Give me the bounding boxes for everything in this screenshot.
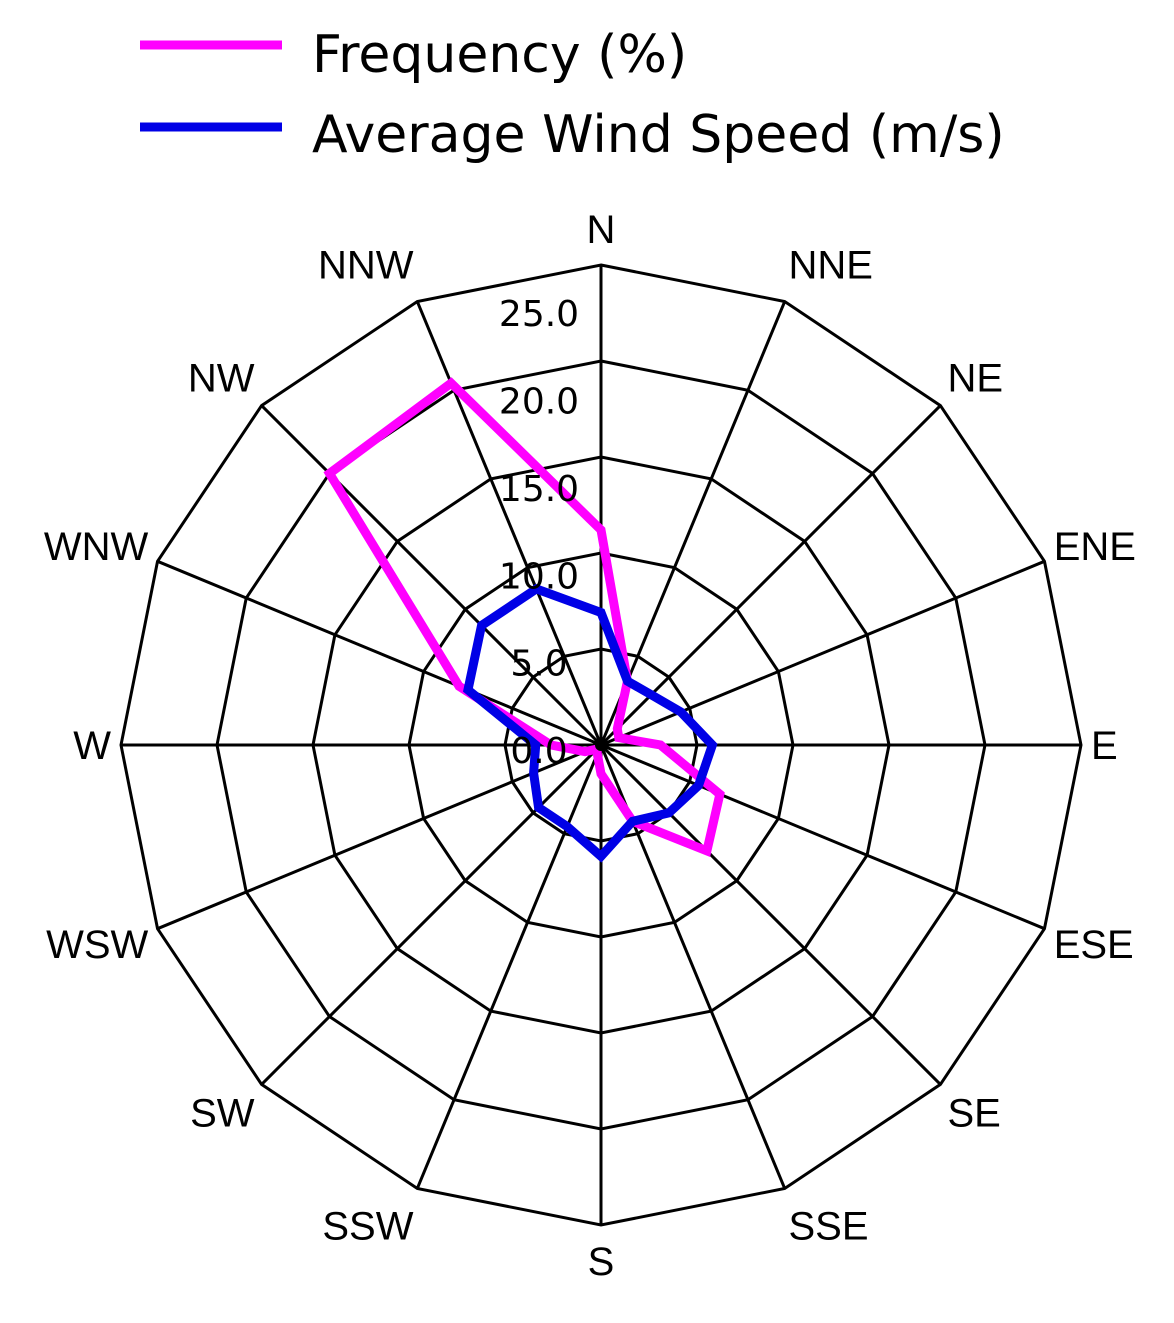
point-average-wind-speed-m-s-w (534, 743, 538, 747)
spoke-se (599, 743, 942, 1086)
direction-label-ese: ESE (1054, 923, 1134, 967)
point-average-wind-speed-m-s-nnw (534, 587, 538, 591)
point-frequency-n (599, 528, 603, 532)
tick-label-5-0: 5.0 (510, 644, 567, 685)
spoke-nne (599, 300, 787, 746)
legend-label-frequency: Frequency (%) (312, 25, 687, 85)
radial-tick-labels: 0.0 5.0 10.0 15.0 20.0 25.0 (499, 294, 607, 772)
spoke-ssw (415, 744, 603, 1190)
point-average-wind-speed-m-s-wsw (532, 771, 536, 775)
spoke-ne (599, 404, 942, 747)
direction-label-ne: NE (947, 356, 1003, 400)
tick-label-25-0: 25.0 (499, 294, 579, 335)
point-average-wind-speed-m-s-se (667, 811, 671, 815)
legend-label-average-wind-speed: Average Wind Speed (m/s) (312, 105, 1005, 165)
point-frequency-ssw (595, 752, 599, 756)
point-average-wind-speed-m-s-e (710, 743, 714, 747)
point-average-wind-speed-m-s-nne (625, 679, 629, 683)
point-average-wind-speed-m-s-n (599, 611, 603, 615)
center-point (595, 739, 607, 751)
point-average-wind-speed-m-s-ssw (565, 825, 569, 829)
point-frequency-nw (327, 471, 331, 475)
direction-label-sw: SW (190, 1092, 255, 1136)
point-average-wind-speed-m-s-sw (537, 805, 541, 809)
direction-label-s: S (588, 1240, 615, 1284)
legend: Frequency (%) Average Wind Speed (m/s) (140, 25, 1005, 165)
direction-label-wsw: WSW (46, 923, 148, 967)
point-frequency-nnw (449, 381, 453, 385)
point-average-wind-speed-m-s-sse (631, 819, 635, 823)
spoke-wnw (156, 559, 602, 747)
series-layer (323, 377, 725, 863)
point-frequency-ne (615, 727, 619, 731)
point-frequency-wnw (457, 684, 461, 688)
point-average-wind-speed-m-s-ese (697, 783, 701, 787)
point-average-wind-speed-m-s-nw (480, 624, 484, 628)
point-frequency-ene (617, 736, 621, 740)
point-average-wind-speed-m-s-ne (649, 693, 653, 697)
point-frequency-e (659, 743, 663, 747)
direction-label-n: N (587, 208, 616, 252)
tick-label-0-0: 0.0 (510, 731, 567, 772)
direction-label-se: SE (947, 1092, 1000, 1136)
direction-label-sse: SSE (789, 1204, 869, 1248)
direction-label-ssw: SSW (322, 1204, 413, 1248)
direction-label-nw: NW (188, 356, 255, 400)
point-frequency-wsw (583, 750, 587, 754)
point-frequency-w (549, 743, 553, 747)
spoke-ene (600, 559, 1046, 747)
series-line-frequency (323, 377, 725, 858)
spoke-nnw (415, 300, 603, 746)
tick-label-15-0: 15.0 (499, 469, 579, 510)
point-frequency-s (599, 772, 603, 776)
direction-label-nnw: NNW (318, 244, 414, 288)
direction-label-ene: ENE (1054, 525, 1136, 569)
spoke-wsw (156, 743, 602, 931)
direction-label-e: E (1091, 724, 1118, 768)
direction-label-nne: NNE (789, 244, 873, 288)
direction-labels: N NNE NE ENE E ESE SE SSE S SSW SW WSW W WNW NW NNW (44, 208, 1136, 1284)
point-frequency-ese (718, 792, 722, 796)
spoke-sw (260, 743, 603, 1086)
tick-label-20-0: 20.0 (499, 382, 579, 423)
spoke-ese (600, 743, 1046, 931)
point-frequency-se (705, 849, 709, 853)
point-average-wind-speed-m-s-s (599, 854, 603, 858)
spoke-nw (260, 404, 603, 747)
tick-label-10-0: 10.0 (499, 556, 579, 597)
radar-grid (119, 263, 1083, 1227)
point-average-wind-speed-m-s-ene (679, 710, 683, 714)
direction-label-wnw: WNW (44, 525, 149, 569)
direction-label-w: W (73, 724, 111, 768)
point-average-wind-speed-m-s-wnw (466, 688, 470, 692)
